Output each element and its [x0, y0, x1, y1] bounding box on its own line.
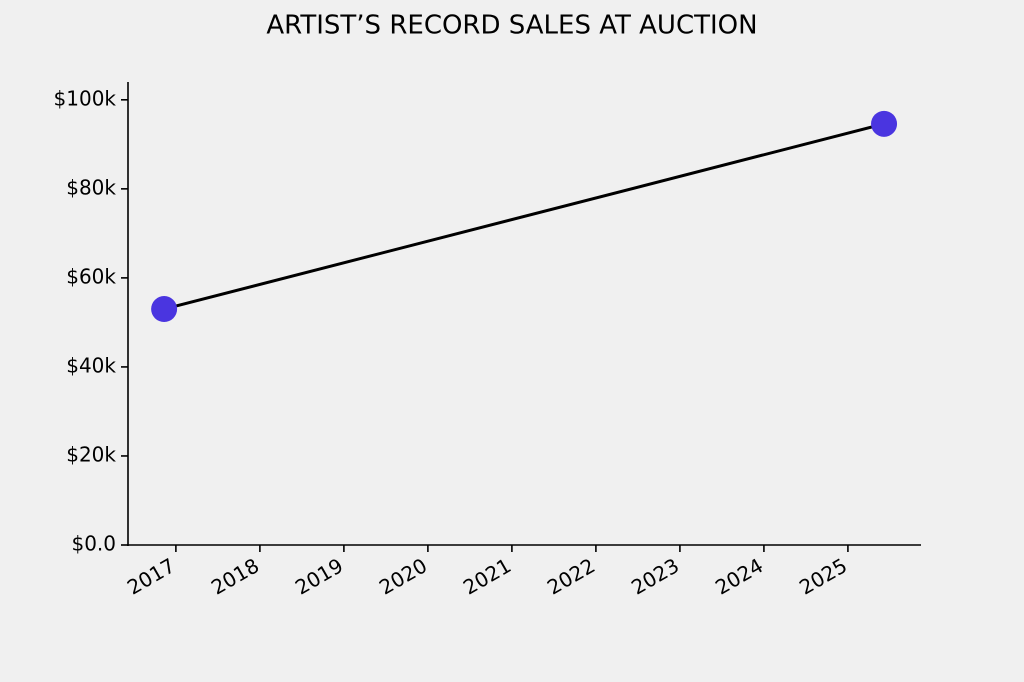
y-tick-label: $100k: [54, 86, 117, 110]
y-tick-label: $0.0: [71, 532, 116, 556]
marker: [871, 110, 898, 137]
line: [163, 122, 885, 311]
y-tick-label: $80k: [66, 175, 116, 199]
chart-title: ARTIST’S RECORD SALES AT AUCTION: [266, 11, 757, 41]
y-tick-label: $20k: [66, 442, 116, 466]
y-tick-label: $40k: [66, 353, 116, 377]
marker: [151, 296, 178, 323]
y-tick-label: $60k: [66, 264, 116, 288]
